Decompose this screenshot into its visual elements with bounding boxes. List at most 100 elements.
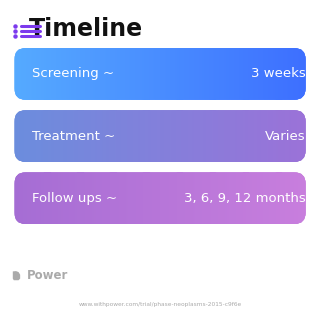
- Bar: [191, 172, 192, 224]
- Bar: [237, 48, 238, 100]
- Bar: [32, 110, 33, 162]
- Bar: [207, 48, 208, 100]
- Bar: [200, 48, 201, 100]
- Bar: [89, 172, 90, 224]
- Bar: [50, 172, 52, 224]
- Bar: [201, 48, 202, 100]
- Bar: [201, 172, 202, 224]
- Bar: [192, 48, 193, 100]
- Bar: [38, 172, 39, 224]
- Bar: [163, 48, 164, 100]
- Bar: [186, 110, 187, 162]
- Bar: [194, 172, 195, 224]
- Bar: [101, 110, 102, 162]
- Bar: [275, 172, 276, 224]
- Bar: [124, 48, 125, 100]
- Bar: [259, 48, 260, 100]
- Bar: [159, 48, 160, 100]
- Bar: [280, 172, 282, 224]
- Bar: [163, 172, 164, 224]
- Bar: [61, 110, 62, 162]
- Bar: [278, 110, 280, 162]
- Bar: [96, 110, 97, 162]
- Bar: [218, 172, 220, 224]
- Bar: [126, 172, 127, 224]
- Bar: [46, 48, 48, 100]
- Bar: [186, 48, 187, 100]
- Bar: [172, 110, 173, 162]
- Bar: [142, 48, 144, 100]
- Bar: [229, 110, 230, 162]
- Bar: [226, 48, 227, 100]
- Bar: [75, 110, 76, 162]
- Bar: [280, 110, 282, 162]
- Bar: [285, 172, 286, 224]
- FancyBboxPatch shape: [14, 48, 306, 100]
- Bar: [284, 48, 285, 100]
- Bar: [134, 172, 135, 224]
- Bar: [44, 110, 46, 162]
- Bar: [211, 110, 212, 162]
- Bar: [263, 110, 264, 162]
- Bar: [289, 48, 290, 100]
- Bar: [53, 172, 54, 224]
- Bar: [142, 110, 144, 162]
- Bar: [231, 48, 232, 100]
- Bar: [15, 110, 17, 162]
- Bar: [121, 48, 122, 100]
- Bar: [59, 172, 60, 224]
- Bar: [272, 110, 273, 162]
- Bar: [157, 110, 158, 162]
- Bar: [160, 48, 161, 100]
- Bar: [108, 48, 109, 100]
- Bar: [81, 48, 83, 100]
- Bar: [162, 48, 163, 100]
- Bar: [140, 172, 142, 224]
- Bar: [239, 172, 240, 224]
- Bar: [239, 110, 240, 162]
- Bar: [141, 110, 143, 162]
- Bar: [68, 110, 69, 162]
- Bar: [125, 110, 126, 162]
- Bar: [259, 172, 260, 224]
- Bar: [208, 48, 209, 100]
- Bar: [205, 48, 206, 100]
- Bar: [122, 110, 123, 162]
- Bar: [142, 172, 144, 224]
- Bar: [199, 48, 200, 100]
- Bar: [99, 110, 100, 162]
- Bar: [70, 172, 71, 224]
- Bar: [117, 172, 118, 224]
- Bar: [294, 172, 295, 224]
- Bar: [34, 48, 35, 100]
- Bar: [229, 48, 230, 100]
- Bar: [23, 48, 24, 100]
- Bar: [59, 110, 60, 162]
- Bar: [215, 110, 216, 162]
- Bar: [182, 172, 183, 224]
- Bar: [72, 110, 73, 162]
- Bar: [51, 110, 52, 162]
- Bar: [57, 48, 58, 100]
- Bar: [168, 172, 169, 224]
- Bar: [291, 48, 292, 100]
- Bar: [17, 110, 19, 162]
- Bar: [80, 172, 82, 224]
- Bar: [20, 172, 21, 224]
- Bar: [26, 172, 27, 224]
- Bar: [156, 110, 157, 162]
- Bar: [127, 110, 128, 162]
- Bar: [31, 48, 32, 100]
- Bar: [42, 48, 43, 100]
- Bar: [18, 110, 20, 162]
- Bar: [28, 48, 29, 100]
- Bar: [149, 110, 150, 162]
- Bar: [280, 48, 282, 100]
- Bar: [55, 48, 56, 100]
- Bar: [212, 48, 213, 100]
- Bar: [16, 48, 18, 100]
- Bar: [295, 110, 296, 162]
- Bar: [89, 48, 90, 100]
- Bar: [26, 48, 27, 100]
- Bar: [154, 172, 155, 224]
